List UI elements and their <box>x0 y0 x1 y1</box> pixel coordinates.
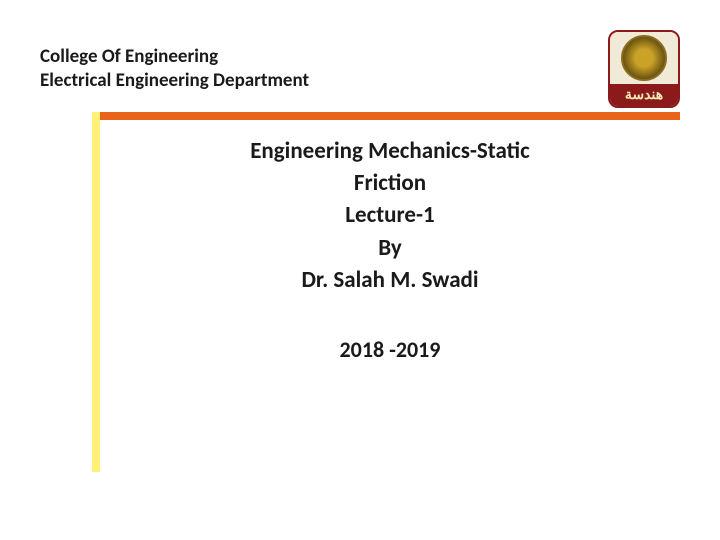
header-text-block: College Of Engineering Electrical Engine… <box>40 45 309 93</box>
horizontal-divider <box>100 112 680 120</box>
logo-arabic-text: هندسة <box>610 84 678 106</box>
title-block: Engineering Mechanics-Static Friction Le… <box>100 135 680 296</box>
title-line-1: Engineering Mechanics-Static <box>100 135 680 167</box>
header-line-1: College Of Engineering <box>40 45 309 69</box>
logo-emblem <box>610 32 678 84</box>
title-line-4: By <box>100 232 680 264</box>
vertical-divider <box>92 112 100 472</box>
header-line-2: Electrical Engineering Department <box>40 69 309 93</box>
title-line-2: Friction <box>100 167 680 199</box>
college-logo: هندسة <box>608 30 680 108</box>
slide-header: College Of Engineering Electrical Engine… <box>40 30 680 108</box>
logo-circle-icon <box>621 35 667 81</box>
title-line-5: Dr. Salah M. Swadi <box>100 264 680 296</box>
academic-year: 2018 -2019 <box>100 336 680 363</box>
title-line-3: Lecture-1 <box>100 199 680 231</box>
slide-content: Engineering Mechanics-Static Friction Le… <box>100 135 680 363</box>
